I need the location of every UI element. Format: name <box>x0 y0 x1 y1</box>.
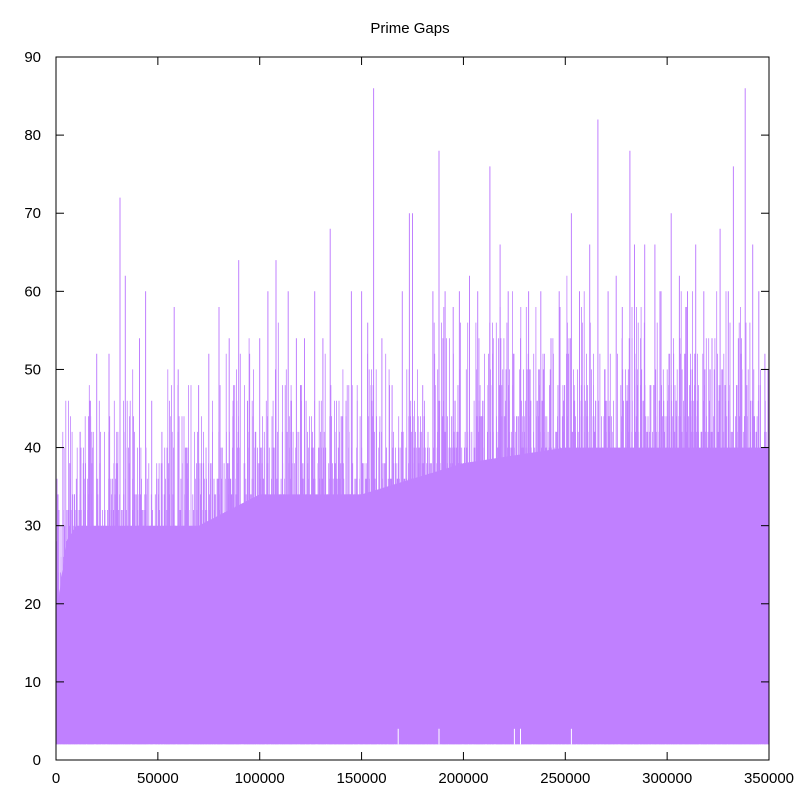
y-tick-label: 80 <box>24 127 41 144</box>
y-tick-label: 70 <box>24 205 41 222</box>
y-tick-label: 40 <box>24 440 41 457</box>
x-tick-label: 150000 <box>337 770 387 787</box>
x-tick-label: 100000 <box>235 770 285 787</box>
baseline-strip <box>56 744 769 760</box>
x-tick-label: 250000 <box>540 770 590 787</box>
x-tick-label: 200000 <box>438 770 488 787</box>
y-tick-label: 50 <box>24 361 41 378</box>
x-tick-label: 50000 <box>137 770 179 787</box>
x-tick-label: 350000 <box>744 770 794 787</box>
y-tick-label: 60 <box>24 283 41 300</box>
y-axis: 0 10 20 30 40 50 60 70 80 90 <box>24 49 769 769</box>
y-tick-label: 10 <box>24 674 41 691</box>
y-tick-label: 30 <box>24 518 41 535</box>
y-tick-label: 90 <box>24 49 41 66</box>
plot-frame <box>55 56 770 761</box>
y-tick-label: 0 <box>33 752 41 769</box>
y-tick-label: 20 <box>24 596 41 613</box>
x-tick-label: 0 <box>52 770 60 787</box>
x-axis: 0 50000 100000 150000 200000 250000 300000 3500… <box>52 57 794 787</box>
bar-series <box>55 88 769 760</box>
chart-title: Prime Gaps <box>370 20 449 37</box>
x-tick-label: 300000 <box>642 770 692 787</box>
